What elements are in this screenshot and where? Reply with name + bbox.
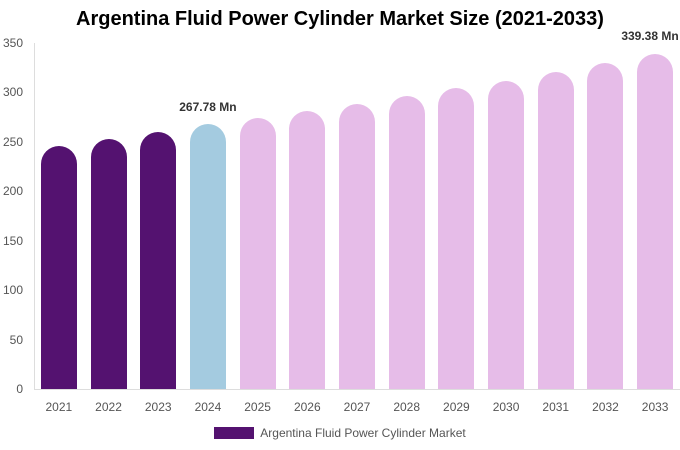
bar-2022[interactable] bbox=[90, 138, 127, 389]
bar-2027[interactable] bbox=[339, 104, 375, 389]
bar-2029[interactable] bbox=[438, 88, 475, 389]
chart-title: Argentina Fluid Power Cylinder Market Si… bbox=[76, 8, 604, 30]
bar-2028[interactable] bbox=[388, 96, 425, 389]
data-label-2024: 267.78 Mn bbox=[179, 100, 237, 115]
y-tick-label: 150 bbox=[2, 233, 23, 248]
x-tick-label: 2024 bbox=[194, 400, 222, 414]
data-label-2033: 339.38 Mn bbox=[621, 29, 679, 44]
y-tick-label: 0 bbox=[16, 382, 23, 396]
plot-area bbox=[34, 43, 680, 389]
y-axis-line bbox=[34, 43, 35, 390]
bar-2031[interactable] bbox=[537, 71, 574, 389]
bar-2033[interactable] bbox=[637, 53, 674, 389]
y-tick-label: 250 bbox=[2, 134, 23, 149]
x-tick-label: 2022 bbox=[95, 400, 122, 414]
bar-2026[interactable] bbox=[289, 111, 326, 389]
x-tick-label: 2033 bbox=[641, 400, 669, 414]
bar-2025[interactable] bbox=[239, 118, 276, 389]
bar-2024[interactable] bbox=[189, 124, 226, 389]
y-tick-label: 100 bbox=[2, 283, 23, 298]
x-tick-label: 2021 bbox=[45, 400, 73, 414]
y-tick-label: 200 bbox=[2, 184, 23, 199]
bar-2021[interactable] bbox=[40, 145, 77, 389]
x-tick-label: 2026 bbox=[293, 400, 321, 414]
y-tick-label: 50 bbox=[9, 332, 23, 347]
bar-2023[interactable] bbox=[140, 131, 177, 389]
x-axis-line bbox=[34, 389, 680, 390]
x-tick-label: 2025 bbox=[244, 400, 271, 414]
y-tick-label: 300 bbox=[2, 85, 23, 100]
y-tick-label: 350 bbox=[2, 36, 23, 50]
legend-swatch bbox=[214, 427, 255, 439]
x-tick-label: 2027 bbox=[343, 400, 371, 414]
x-tick-label: 2030 bbox=[492, 400, 520, 414]
x-tick-label: 2032 bbox=[592, 400, 619, 414]
bar-2032[interactable] bbox=[587, 62, 624, 389]
x-tick-label: 2028 bbox=[393, 400, 421, 414]
x-tick-label: 2029 bbox=[443, 400, 470, 414]
legend: Argentina Fluid Power Cylinder Market bbox=[0, 426, 680, 440]
legend-label: Argentina Fluid Power Cylinder Market bbox=[260, 426, 466, 440]
bar-2030[interactable] bbox=[488, 80, 525, 389]
x-tick-label: 2023 bbox=[144, 400, 172, 414]
x-tick-label: 2031 bbox=[542, 400, 570, 414]
